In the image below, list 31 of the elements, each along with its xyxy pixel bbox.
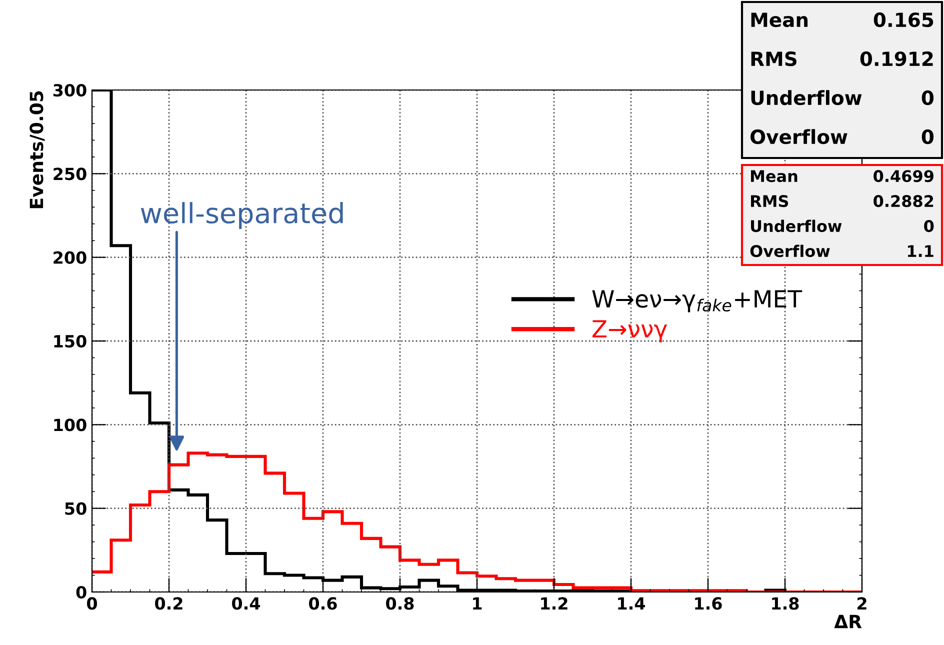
legend-label: W→eν→γ$_{fake}$+MET (592, 290, 802, 312)
y-tick-label: 150 (54, 334, 86, 348)
text: Underflow 0 (751, 220, 934, 232)
x-tick-label: 1.8 (772, 597, 799, 610)
y-axis-title: Events/0.05 (30, 91, 45, 208)
x-axis-title: ΔR (834, 614, 862, 628)
y-tick-label: 300 (53, 84, 86, 97)
x-tick-label: 0.8 (386, 597, 414, 610)
y-tick-label: 200 (54, 251, 86, 264)
annotation: well-separated (140, 202, 343, 229)
x-tick-label: 0.4 (232, 597, 260, 610)
text: RMS 0.2882 (751, 195, 934, 208)
x-tick-label: 1.4 (618, 597, 645, 610)
text: RMS 0.1912 (751, 51, 933, 66)
text: Overflow 1.1 (750, 244, 934, 258)
text: Underflow 0 (751, 90, 934, 106)
legend-label: Z→ννγ (592, 320, 668, 342)
text: Mean 0.4699 (751, 170, 934, 182)
y-tick-label: 250 (54, 168, 86, 180)
x-tick-label: 1 (473, 597, 482, 610)
x-tick-label: 0.2 (155, 597, 182, 610)
x-tick-label: 2 (858, 597, 866, 610)
x-tick-label: 0.6 (309, 597, 337, 610)
y-tick-label: 50 (65, 502, 86, 515)
x-tick-label: 0 (87, 597, 97, 610)
y-tick-label: 100 (54, 418, 86, 432)
text: Overflow 0 (750, 129, 934, 144)
x-tick-label: 1.2 (541, 597, 568, 610)
y-tick-label: 0 (76, 586, 86, 599)
x-tick-label: 1.6 (695, 597, 722, 610)
text: Mean 0.165 (751, 12, 934, 28)
